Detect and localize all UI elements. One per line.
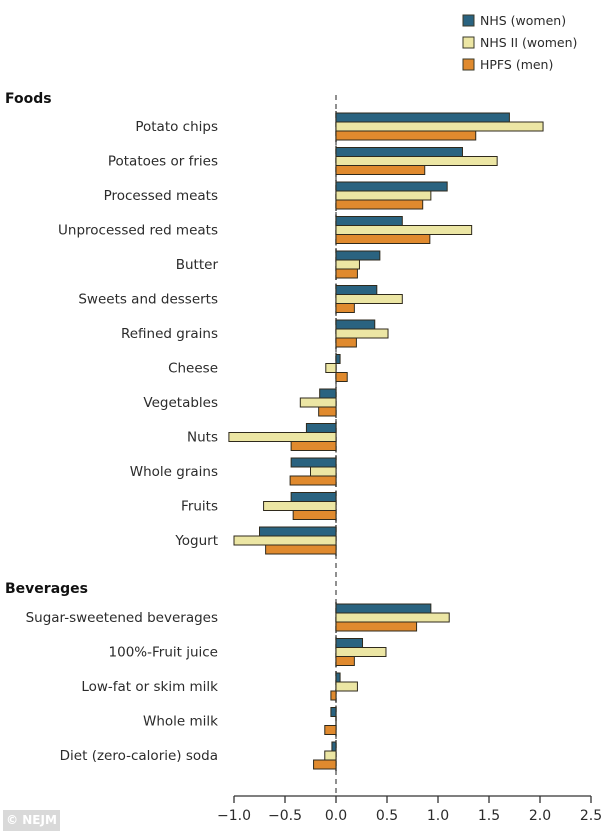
category-label: Whole milk bbox=[143, 714, 218, 730]
bar-hpfs bbox=[265, 544, 337, 555]
x-tick-label: 1.0 bbox=[427, 808, 449, 824]
bar-nhs bbox=[335, 181, 448, 192]
bar-hpfs bbox=[330, 690, 337, 701]
bar-hpfs bbox=[289, 475, 337, 486]
bar-nhs bbox=[290, 492, 337, 502]
bar-nhs-ii bbox=[263, 501, 337, 511]
section-label-foods: Foods bbox=[5, 91, 52, 107]
bar-nhs bbox=[331, 741, 337, 752]
category-label: Sugar-sweetened beverages bbox=[26, 610, 218, 626]
legend-label-3: HPFS (men) bbox=[480, 57, 553, 72]
x-tick-label: −1.0 bbox=[217, 808, 251, 824]
bar-hpfs bbox=[318, 406, 337, 417]
legend-swatch-2 bbox=[462, 36, 475, 49]
bar-nhs bbox=[259, 526, 337, 537]
bar-nhs-ii bbox=[299, 397, 337, 408]
bar-nhs bbox=[335, 672, 341, 683]
bar-hpfs bbox=[335, 234, 431, 244]
category-label: Whole grains bbox=[130, 464, 218, 480]
bar-nhs bbox=[335, 147, 463, 157]
bar-nhs-ii bbox=[335, 156, 498, 166]
category-label: Butter bbox=[176, 257, 219, 273]
bar-nhs-ii bbox=[335, 612, 450, 623]
bar-nhs-ii bbox=[233, 535, 337, 546]
bar-nhs-ii bbox=[335, 121, 544, 132]
bar-hpfs bbox=[335, 165, 426, 175]
bar-nhs-ii bbox=[324, 750, 337, 761]
bar-nhs-ii bbox=[335, 190, 432, 201]
category-label: Vegetables bbox=[143, 395, 218, 411]
bar-hpfs bbox=[335, 199, 424, 210]
bar-hpfs bbox=[292, 510, 337, 520]
bar-nhs bbox=[335, 112, 510, 123]
bar-hpfs bbox=[335, 372, 348, 382]
bar-hpfs bbox=[324, 725, 337, 735]
bar-nhs bbox=[335, 216, 403, 226]
legend-swatch-1 bbox=[462, 14, 475, 27]
bar-hpfs bbox=[335, 303, 355, 313]
bar-nhs-ii bbox=[335, 647, 387, 657]
legend-label-2: NHS II (women) bbox=[480, 35, 577, 50]
category-label: Potato chips bbox=[135, 119, 218, 135]
x-tick-label: 0.5 bbox=[376, 808, 398, 824]
category-label: Yogurt bbox=[174, 533, 218, 549]
bar-hpfs bbox=[290, 441, 337, 451]
bar-nhs-ii bbox=[335, 259, 360, 270]
category-label: Unprocessed red meats bbox=[58, 223, 218, 239]
category-label: 100%-Fruit juice bbox=[109, 645, 218, 661]
bar-hpfs bbox=[335, 268, 358, 279]
bar-hpfs bbox=[313, 759, 337, 770]
legend-label-1: NHS (women) bbox=[480, 13, 566, 28]
category-label: Nuts bbox=[187, 430, 218, 446]
copyright-watermark: © NEJM bbox=[3, 810, 60, 831]
bar-hpfs bbox=[335, 621, 418, 632]
legend-swatch-3 bbox=[462, 58, 475, 71]
x-tick-label: 1.5 bbox=[478, 808, 500, 824]
category-label: Cheese bbox=[168, 361, 218, 377]
bar-nhs bbox=[319, 388, 337, 399]
bar-nhs-ii bbox=[310, 466, 337, 477]
bar-hpfs bbox=[335, 656, 355, 666]
bar-nhs-ii bbox=[335, 328, 389, 339]
bar-hpfs bbox=[335, 337, 357, 348]
x-tick-label: 2.0 bbox=[529, 808, 551, 824]
bar-nhs-ii bbox=[335, 681, 358, 692]
x-tick-label: 0.0 bbox=[325, 808, 347, 824]
category-label: Fruits bbox=[181, 499, 218, 515]
bar-nhs bbox=[335, 285, 378, 295]
bar-nhs bbox=[290, 457, 337, 468]
bar-nhs bbox=[335, 250, 381, 261]
bar-nhs-ii bbox=[228, 432, 337, 442]
bar-nhs-ii bbox=[335, 225, 473, 235]
x-tick-label: −0.5 bbox=[268, 808, 302, 824]
category-label: Processed meats bbox=[104, 188, 218, 204]
category-label: Sweets and desserts bbox=[78, 292, 218, 308]
bar-nhs bbox=[330, 707, 337, 717]
category-label: Low-fat or skim milk bbox=[81, 679, 218, 695]
bar-nhs bbox=[305, 423, 337, 433]
bar-nhs bbox=[335, 603, 432, 614]
category-label: Refined grains bbox=[121, 326, 218, 342]
bar-nhs-ii bbox=[335, 294, 403, 304]
bar-nhs bbox=[335, 354, 341, 364]
x-tick-label: 2.5 bbox=[580, 808, 602, 824]
section-label-beverages: Beverages bbox=[5, 581, 88, 597]
bar-hpfs bbox=[335, 130, 477, 141]
category-label: Diet (zero-calorie) soda bbox=[60, 748, 218, 764]
bar-nhs bbox=[335, 638, 364, 648]
bar-nhs bbox=[335, 319, 376, 330]
category-label: Potatoes or fries bbox=[108, 154, 218, 170]
bar-nhs-ii bbox=[325, 363, 337, 373]
